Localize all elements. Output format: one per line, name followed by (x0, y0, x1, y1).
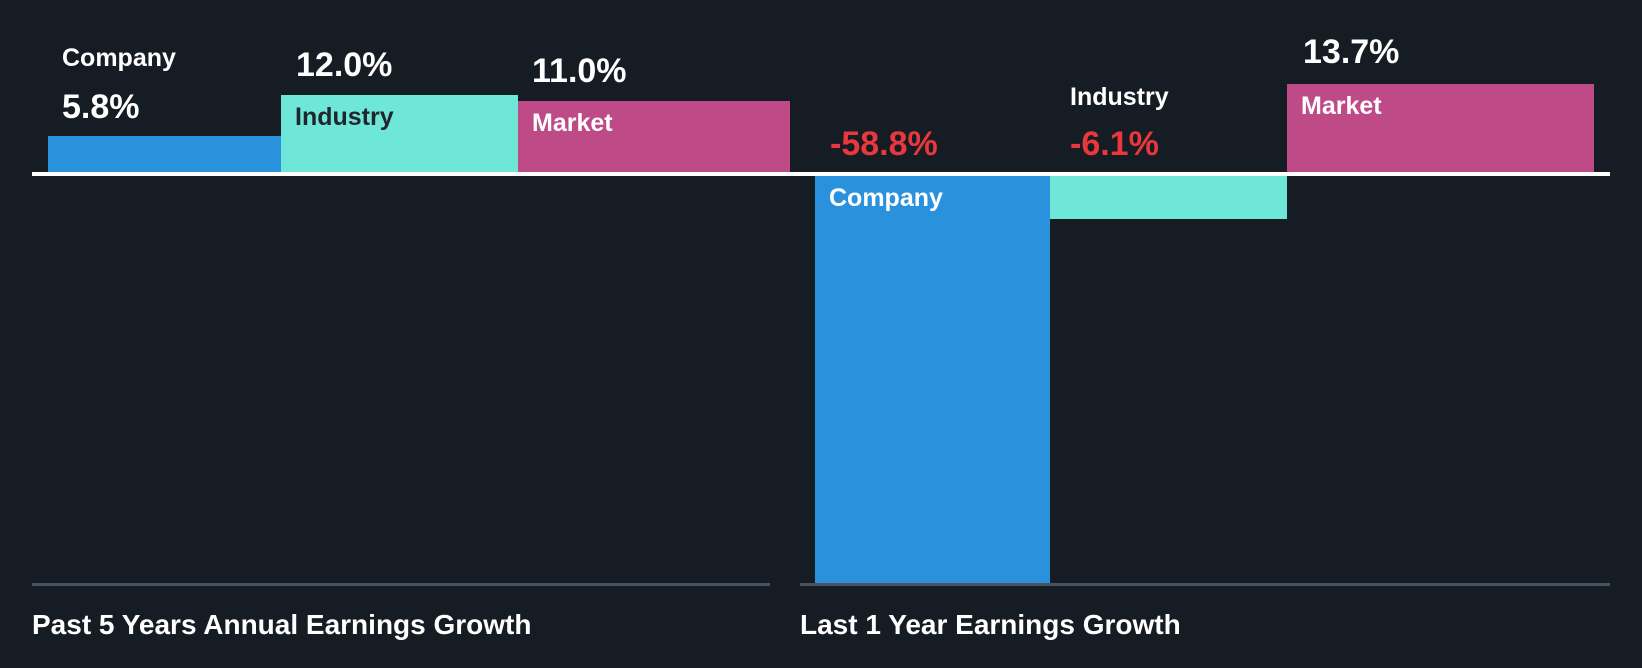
industry-value-label-left: 12.0% (296, 46, 393, 84)
baseline-axis-right (800, 172, 1610, 176)
panel-separator-left (32, 583, 770, 586)
market-value-label-left: 11.0% (532, 52, 627, 90)
bar-industry-past5y[interactable]: Industry (281, 95, 518, 176)
bar-industry-last1y[interactable] (1050, 176, 1287, 219)
market-name-label-left: Market (532, 109, 613, 137)
panel-separator-right (800, 583, 1610, 586)
panel-past-5-years: Company 5.8% 12.0% Industry 11.0% Market… (0, 0, 807, 668)
panel-title-last-1-year: Last 1 Year Earnings Growth (800, 609, 1181, 640)
company-value-label-right: -58.8% (830, 125, 938, 163)
company-value-label-left: 5.8% (62, 88, 140, 126)
bar-market-last1y[interactable]: Market (1287, 84, 1594, 176)
industry-value-label-right: -6.1% (1070, 125, 1159, 163)
panel-title-past-5-years: Past 5 Years Annual Earnings Growth (32, 609, 532, 640)
bar-company-last1y[interactable]: Company (815, 176, 1050, 584)
bar-company-past5y[interactable] (48, 136, 281, 176)
company-name-label-left: Company (62, 44, 176, 72)
industry-name-label-right: Industry (1070, 83, 1169, 111)
baseline-axis-left (32, 172, 807, 176)
industry-name-label-left: Industry (295, 103, 394, 131)
company-name-label-right: Company (829, 184, 943, 212)
bar-market-past5y[interactable]: Market (518, 101, 790, 176)
market-name-label-right: Market (1301, 92, 1382, 120)
market-value-label-right: 13.7% (1303, 33, 1400, 71)
panel-last-1-year: -58.8% Company Industry -6.1% 13.7% Mark… (800, 0, 1642, 668)
